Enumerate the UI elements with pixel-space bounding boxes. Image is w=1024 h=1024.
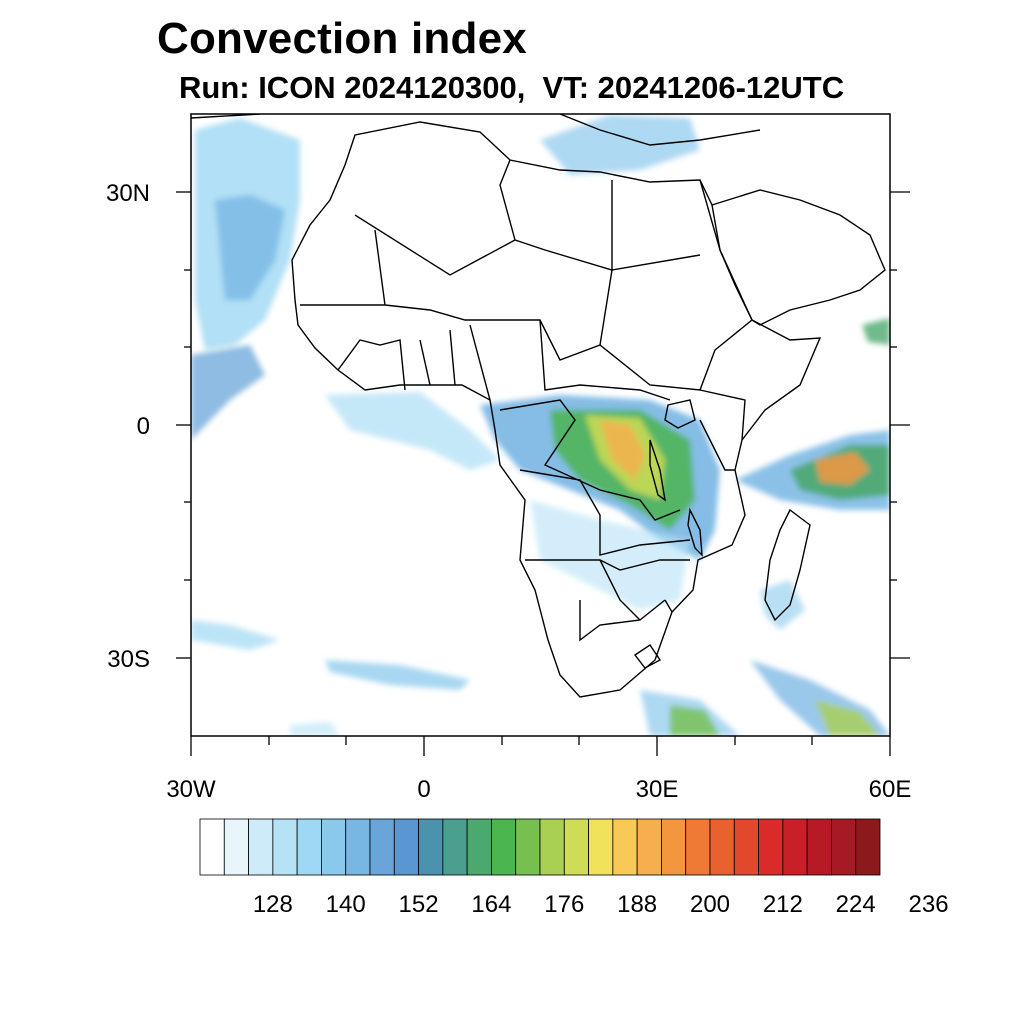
field-south-atlantic-1 bbox=[191, 620, 280, 650]
colorbar-box-3 bbox=[272, 818, 298, 876]
border-north-2 bbox=[499, 159, 701, 271]
field-south-atlantic-2 bbox=[325, 660, 470, 690]
colorbar-box-5 bbox=[321, 818, 347, 876]
colorbar-label-200: 200 bbox=[690, 891, 730, 918]
colorbar-box-10 bbox=[442, 818, 468, 876]
lesotho-outline bbox=[633, 644, 662, 669]
colorbar-labels: 128 140 152 164 176 188 200 212 224 236 bbox=[253, 891, 949, 918]
colorbar-label-224: 224 bbox=[836, 891, 876, 918]
colorbar-label-188: 188 bbox=[617, 891, 657, 918]
map-outlines bbox=[191, 114, 886, 698]
colorbar-box-14 bbox=[539, 818, 565, 876]
field-atlantic-nw-core bbox=[215, 195, 285, 300]
border-southern-2 bbox=[599, 559, 673, 621]
border-sahel-2 bbox=[599, 319, 753, 391]
madagascar-outline bbox=[764, 508, 811, 622]
lake-tanganyika bbox=[649, 439, 666, 502]
africa-coastline bbox=[291, 121, 822, 698]
x-label-60e: 60E bbox=[869, 776, 912, 803]
colorbar-label-212: 212 bbox=[763, 891, 803, 918]
colorbar-box-24 bbox=[782, 818, 808, 876]
colorbar-box-22 bbox=[733, 818, 759, 876]
x-label-30w: 30W bbox=[166, 776, 216, 803]
field-mediterranean bbox=[540, 115, 700, 175]
colorbar-box-26 bbox=[831, 818, 857, 876]
arabian-peninsula bbox=[711, 189, 886, 326]
colorbar-box-18 bbox=[636, 818, 662, 876]
border-north-1 bbox=[354, 180, 613, 276]
colorbar-box-11 bbox=[466, 818, 492, 876]
y-label-0: 0 bbox=[137, 413, 150, 440]
map-ticks bbox=[176, 191, 910, 756]
x-label-0: 0 bbox=[417, 776, 430, 803]
colorbar-box-19 bbox=[661, 818, 687, 876]
plot-title: Convection index bbox=[157, 14, 527, 63]
convection-field bbox=[191, 115, 890, 736]
field-southern-africa bbox=[530, 500, 690, 610]
border-central-3 bbox=[519, 469, 691, 556]
colorbar-label-176: 176 bbox=[544, 891, 584, 918]
field-south-indian-core bbox=[815, 700, 880, 736]
colorbar-box-6 bbox=[345, 818, 371, 876]
colorbar-label-152: 152 bbox=[399, 891, 439, 918]
border-central-1 bbox=[539, 319, 671, 401]
field-south-atlantic-3 bbox=[290, 722, 340, 736]
colorbar-label-128: 128 bbox=[253, 891, 293, 918]
field-indian-ne bbox=[862, 318, 890, 345]
colorbar-box-21 bbox=[709, 818, 735, 876]
lake-malawi bbox=[687, 507, 703, 557]
colorbar-box-8 bbox=[393, 818, 419, 876]
colorbar-box-7 bbox=[369, 818, 395, 876]
colorbar-label-164: 164 bbox=[471, 891, 511, 918]
border-west-africa bbox=[337, 324, 491, 401]
colorbar-label-140: 140 bbox=[326, 891, 366, 918]
colorbar-box-4 bbox=[296, 818, 322, 876]
colorbar-box-16 bbox=[588, 818, 614, 876]
y-label-30s: 30S bbox=[107, 646, 150, 673]
x-label-30e: 30E bbox=[636, 776, 679, 803]
colorbar-box-15 bbox=[563, 818, 589, 876]
colorbar-box-9 bbox=[418, 818, 444, 876]
border-sahel-1 bbox=[300, 229, 613, 361]
colorbar bbox=[199, 818, 881, 876]
colorbar-box-27 bbox=[855, 818, 881, 876]
red-sea-line bbox=[699, 179, 753, 321]
field-atlantic-west bbox=[191, 345, 265, 440]
plot-subtitle: Run: ICON 2024120300, VT: 20241206-12UTC bbox=[179, 70, 845, 105]
border-east-1 bbox=[699, 389, 746, 471]
colorbar-box-23 bbox=[758, 818, 784, 876]
colorbar-box-25 bbox=[806, 818, 832, 876]
field-gulf-band bbox=[325, 392, 500, 470]
colorbar-box-17 bbox=[612, 818, 638, 876]
colorbar-box-13 bbox=[515, 818, 541, 876]
colorbar-box-12 bbox=[491, 818, 517, 876]
colorbar-box-1 bbox=[223, 818, 249, 876]
lake-victoria bbox=[664, 399, 696, 429]
border-central-2 bbox=[499, 399, 681, 521]
colorbar-box-0 bbox=[199, 818, 225, 876]
y-label-30n: 30N bbox=[106, 180, 150, 207]
field-congo-orange bbox=[600, 420, 645, 480]
border-southern-1 bbox=[525, 559, 690, 642]
colorbar-label-236: 236 bbox=[909, 891, 949, 918]
colorbar-box-20 bbox=[685, 818, 711, 876]
colorbar-box-2 bbox=[248, 818, 274, 876]
field-indian-core bbox=[815, 452, 870, 485]
field-south-indian-green bbox=[670, 705, 720, 736]
